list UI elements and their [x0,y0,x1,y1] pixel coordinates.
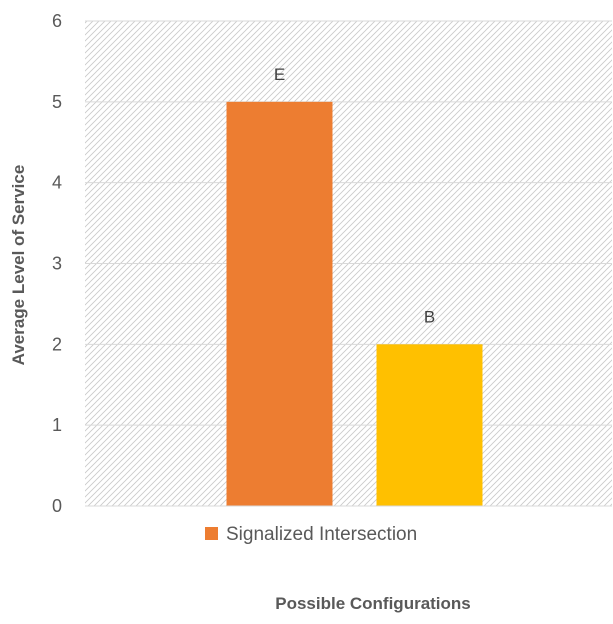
bar [376,344,483,506]
legend: Signalized Intersection [205,524,417,545]
y-tick-label: 5 [52,92,62,112]
y-axis-label: Average Level of Service [9,165,28,366]
bar-data-label: B [424,307,435,326]
y-tick-label: 6 [52,11,62,31]
y-axis-ticks: 0 1 2 3 4 5 6 [52,11,62,516]
x-axis-label: Possible Configurations [275,594,471,613]
y-tick-label: 4 [52,173,62,193]
y-tick-label: 2 [52,334,62,354]
legend-swatch [205,527,218,540]
bars [85,101,612,507]
legend-entry-label: Signalized Intersection [226,524,417,545]
y-tick-label: 3 [52,254,62,274]
y-tick-label: 1 [52,415,62,435]
bar [226,101,333,506]
bar-data-label: E [274,65,285,84]
y-tick-label: 0 [52,496,62,516]
bar-data-labels: EB [274,65,435,327]
